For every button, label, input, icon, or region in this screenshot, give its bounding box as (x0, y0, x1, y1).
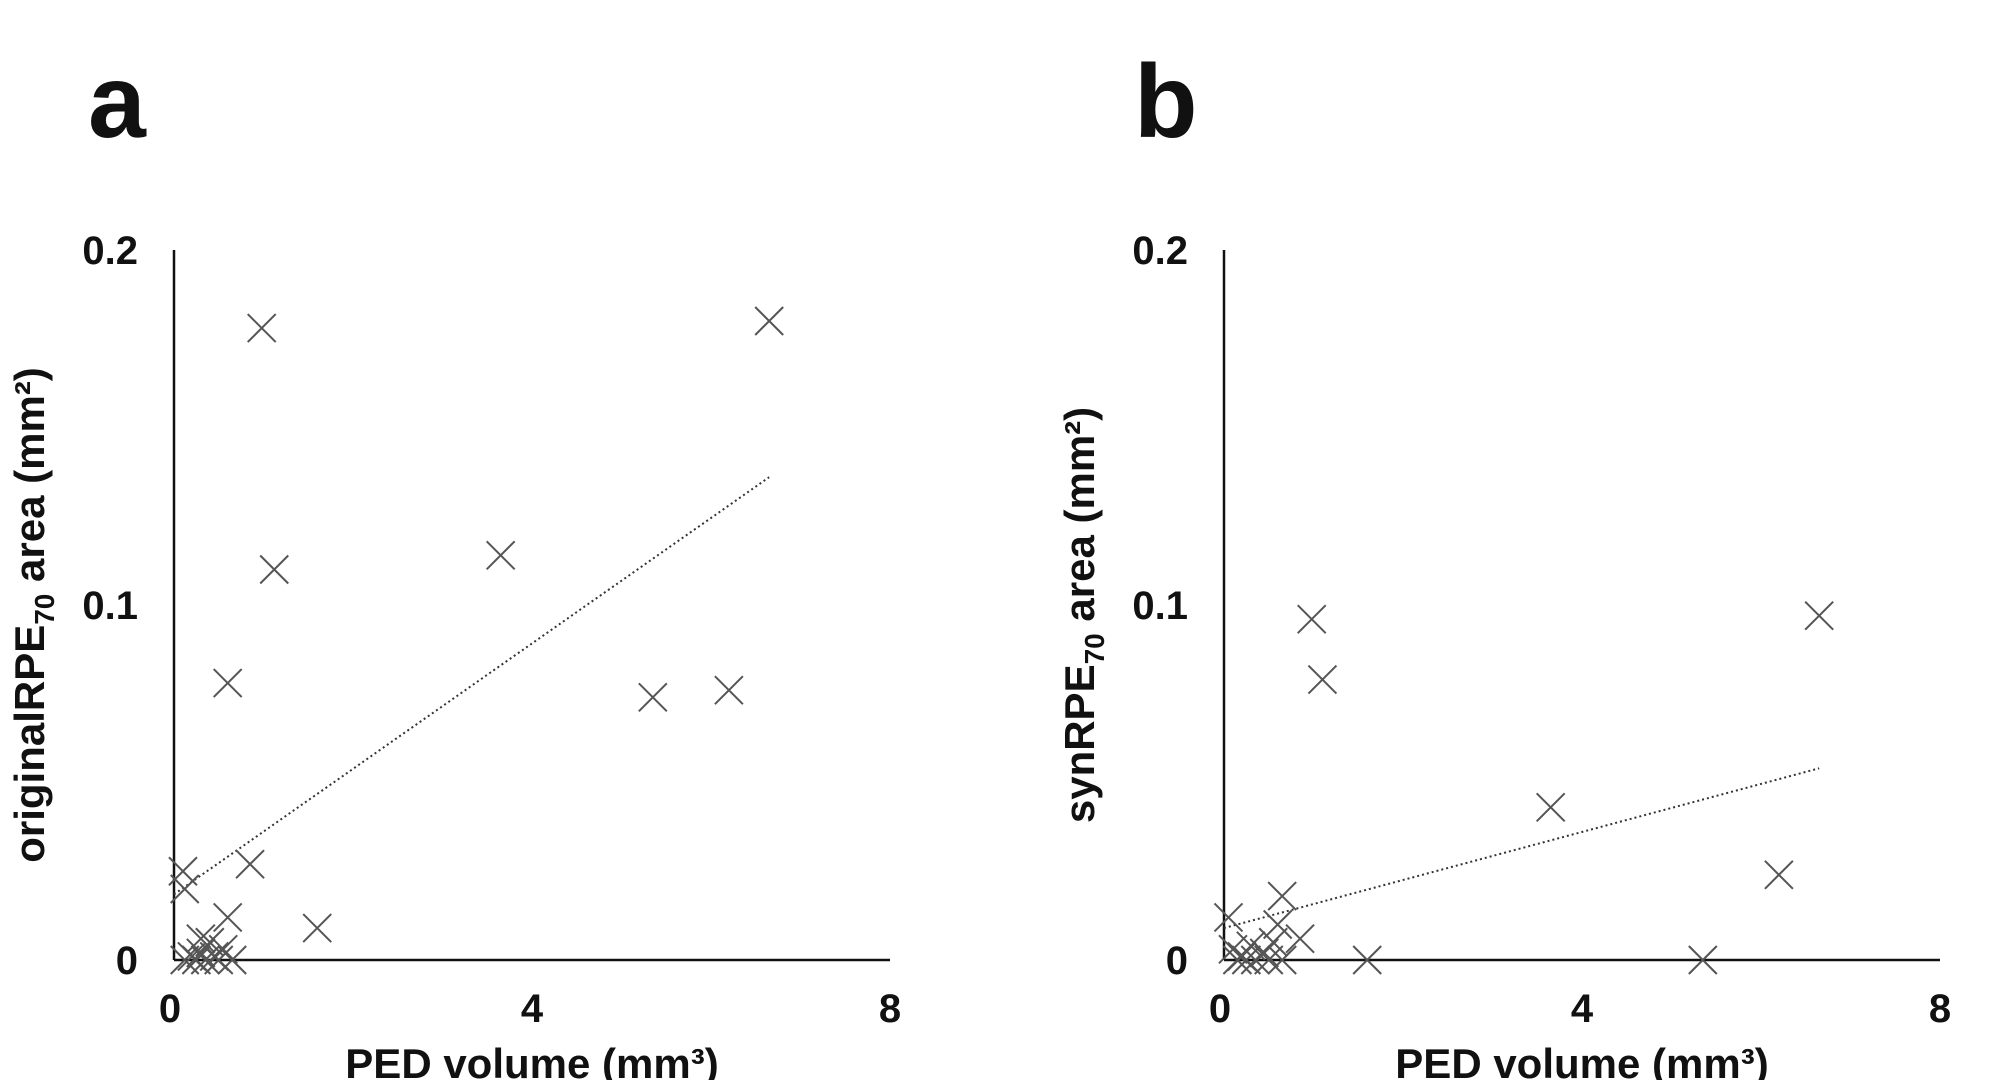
data-point (204, 945, 234, 975)
data-point (1218, 934, 1248, 965)
data-point (190, 945, 221, 975)
panel-letter: a (88, 44, 146, 160)
data-point (181, 945, 212, 975)
y-tick-label: 0 (116, 939, 138, 983)
data-point (1267, 945, 1297, 975)
data-point (1285, 923, 1315, 954)
data-point (302, 913, 332, 943)
data-point (235, 849, 265, 879)
data-point (1764, 860, 1794, 890)
scatter-chart: 0 0.1 0.2 0 4 8 PED volume (mm³) originalRPE70 … (6, 229, 901, 1085)
data-point (1213, 902, 1244, 933)
data-point (714, 675, 744, 705)
x-tick-label: 8 (1929, 987, 1951, 1031)
data-point (212, 902, 243, 933)
data-point (1688, 945, 1718, 975)
trendline (173, 476, 770, 896)
y-axis-label: originalRPE70 area (mm²) (6, 367, 60, 863)
trendline (1223, 767, 1820, 930)
x-axis-label: PED volume (mm³) (345, 1040, 718, 1080)
data-point (1267, 881, 1297, 911)
data-point (1254, 945, 1284, 975)
data-point (1352, 945, 1382, 975)
data-point (1258, 927, 1288, 957)
data-point (259, 554, 289, 585)
data-point (485, 540, 516, 571)
x-tick-label: 0 (1209, 987, 1231, 1031)
data-point (247, 313, 277, 343)
data-point (1535, 792, 1566, 823)
panel-letter: b (1134, 44, 1198, 160)
x-tick-label: 0 (159, 987, 181, 1031)
y-tick-label: 0 (1166, 939, 1188, 983)
data-point (1804, 600, 1834, 631)
x-axis-label: PED volume (mm³) (1395, 1040, 1768, 1080)
x-tick-label: 8 (879, 987, 901, 1031)
data-point (217, 945, 247, 975)
data-point (212, 668, 243, 698)
y-tick-label: 0.2 (1132, 229, 1188, 273)
scatter-chart: 0 0.1 0.2 0 4 8 PED volume (mm³) synRPE70 area … (1056, 229, 1951, 1085)
y-tick-label: 0.1 (1132, 584, 1188, 628)
data-point (170, 945, 200, 975)
data-point (638, 682, 668, 713)
panel-a: a 0 0.1 0.2 0 4 8 PED volume (mm³) originalRPE7… (0, 0, 1004, 1085)
y-tick-label: 0.1 (82, 584, 138, 628)
data-point (170, 874, 200, 904)
data-point (1297, 604, 1327, 634)
y-tick-label: 0.2 (82, 229, 138, 273)
panel-b: b 0 0.1 0.2 0 4 8 PED volume (mm³) synRPE70 are… (1050, 0, 2008, 1085)
data-point (1262, 909, 1293, 940)
x-tick-label: 4 (1571, 987, 1594, 1031)
data-point (1307, 664, 1338, 695)
x-tick-label: 4 (521, 987, 544, 1031)
y-axis-label: synRPE70 area (mm²) (1056, 407, 1110, 823)
data-point (186, 923, 216, 954)
data-point (754, 306, 784, 336)
